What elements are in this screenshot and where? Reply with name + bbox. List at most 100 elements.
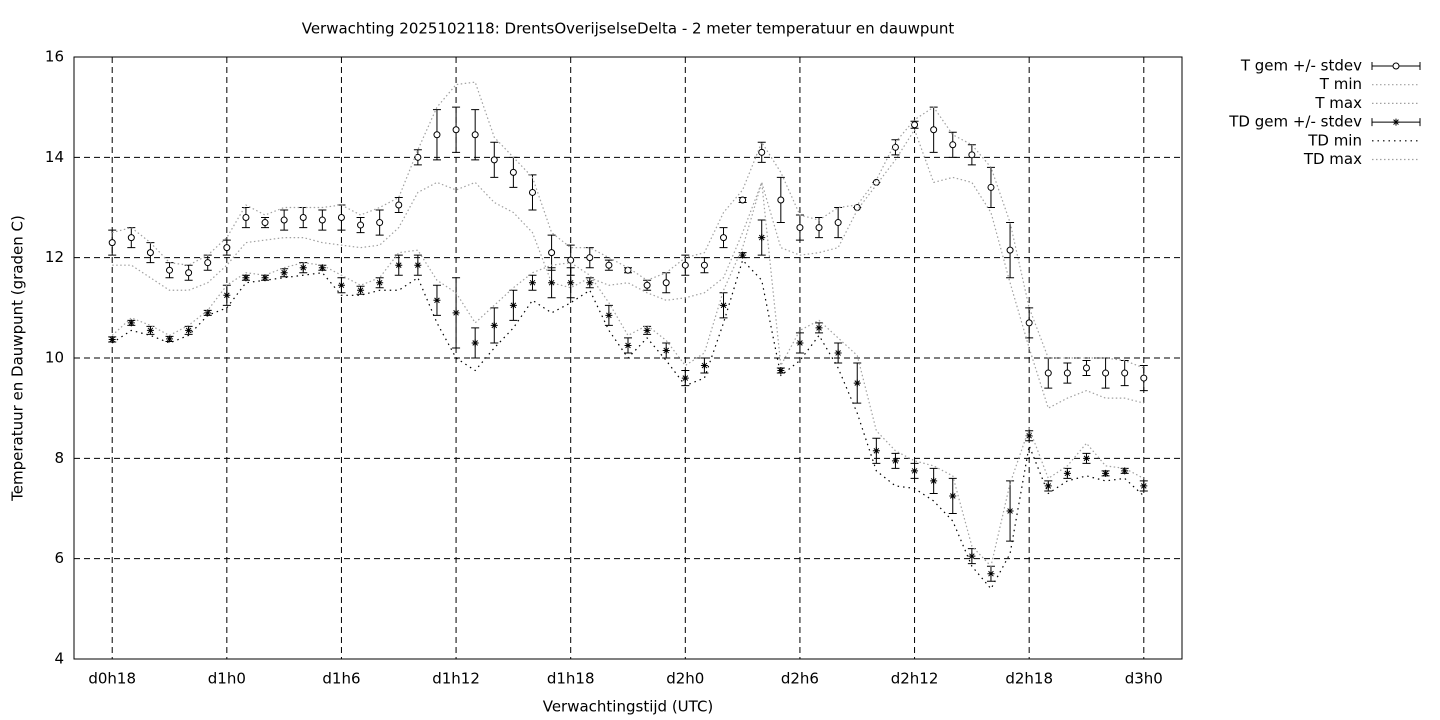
marker — [586, 279, 594, 287]
marker — [700, 261, 708, 269]
marker — [376, 279, 384, 287]
marker — [414, 261, 422, 269]
marker — [548, 249, 556, 257]
marker — [853, 379, 861, 387]
marker — [1121, 369, 1129, 377]
marker — [166, 335, 174, 343]
marker — [1006, 246, 1014, 254]
marker — [1006, 507, 1014, 515]
marker — [1140, 482, 1148, 490]
series-line — [112, 81, 1145, 369]
y-tick-label: 16 — [45, 48, 64, 66]
marker — [1121, 467, 1129, 475]
marker — [433, 296, 441, 304]
y-tick-label: 6 — [54, 549, 64, 567]
marker — [223, 244, 231, 252]
marker — [223, 291, 231, 299]
marker — [796, 339, 804, 347]
marker — [777, 196, 785, 204]
marker — [949, 141, 957, 149]
x-tick-label: d1h18 — [547, 670, 595, 688]
y-tick-label: 8 — [54, 449, 64, 467]
marker — [357, 221, 365, 229]
marker — [796, 224, 804, 232]
marker — [299, 264, 307, 272]
series-line — [111, 181, 1145, 567]
marker — [108, 335, 116, 343]
marker — [1102, 469, 1110, 477]
legend-label: T max — [1314, 94, 1362, 112]
marker — [452, 126, 460, 134]
marker — [242, 274, 250, 282]
marker — [395, 261, 403, 269]
legend-label: T min — [1319, 75, 1362, 93]
marker — [662, 279, 670, 287]
marker — [204, 259, 212, 267]
marker — [1044, 369, 1052, 377]
marker — [299, 214, 307, 222]
plot-border — [73, 56, 1183, 660]
marker — [127, 319, 135, 327]
marker — [528, 188, 536, 196]
series-line — [111, 259, 1145, 590]
marker — [166, 266, 174, 274]
marker — [605, 261, 613, 269]
marker — [815, 224, 823, 232]
marker — [1025, 319, 1033, 327]
marker — [567, 256, 575, 264]
legend-label: T gem +/- stdev — [1240, 57, 1362, 75]
marker — [624, 341, 632, 349]
marker — [490, 156, 498, 164]
marker — [968, 552, 976, 560]
marker — [376, 219, 384, 227]
y-tick-label: 10 — [45, 349, 64, 367]
marker — [108, 239, 116, 247]
marker — [204, 309, 212, 317]
marker — [414, 153, 422, 161]
marker — [1063, 369, 1071, 377]
legend-label: TD max — [1303, 150, 1362, 168]
marker — [242, 214, 250, 222]
marker — [930, 477, 938, 485]
marker — [395, 201, 403, 209]
x-tick-label: d1h6 — [322, 670, 360, 688]
x-tick-label: d1h12 — [432, 670, 480, 688]
chart-title: Verwachting 2025102118: DrentsOverijsels… — [302, 20, 955, 38]
marker — [643, 281, 651, 289]
marker — [471, 131, 479, 139]
marker — [643, 326, 651, 334]
legend-marker — [1392, 118, 1400, 126]
marker — [624, 266, 632, 274]
marker — [815, 324, 823, 332]
marker — [318, 264, 326, 272]
marker — [1140, 374, 1148, 382]
marker — [605, 311, 613, 319]
x-tick-label: d2h6 — [781, 670, 819, 688]
marker — [528, 279, 536, 287]
marker — [490, 321, 498, 329]
x-tick-label: d1h0 — [208, 670, 246, 688]
marker — [720, 301, 728, 309]
marker — [987, 183, 995, 191]
marker — [739, 196, 747, 204]
marker — [681, 374, 689, 382]
marker — [548, 279, 556, 287]
marker — [185, 326, 193, 334]
marker — [567, 279, 575, 287]
x-tick-label: d2h12 — [891, 670, 939, 688]
marker — [185, 269, 193, 277]
legend-label: TD gem +/- stdev — [1228, 113, 1362, 131]
marker — [758, 234, 766, 242]
marker — [452, 309, 460, 317]
marker — [872, 447, 880, 455]
marker — [662, 346, 670, 354]
marker — [357, 286, 365, 294]
legend-label: TD min — [1307, 131, 1362, 149]
marker — [261, 219, 269, 227]
marker — [739, 251, 747, 259]
marker — [720, 234, 728, 242]
marker — [1044, 482, 1052, 490]
marker — [987, 570, 995, 578]
